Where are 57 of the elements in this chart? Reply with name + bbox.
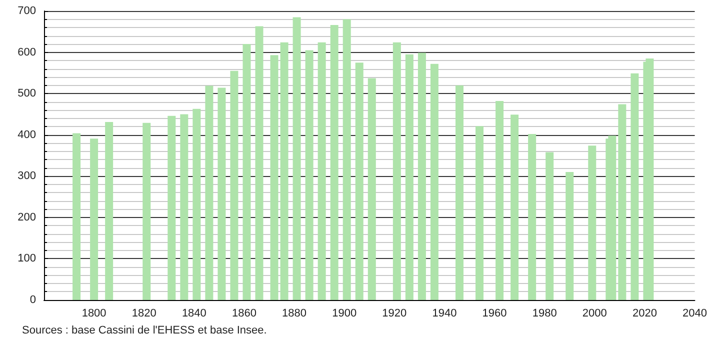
x-tick-label: 1800 (82, 308, 106, 320)
bar (430, 64, 438, 300)
bar (242, 44, 251, 300)
y-tick-label: 400 (18, 128, 36, 141)
bar (270, 55, 278, 300)
bar (292, 17, 301, 300)
x-tick-label: 1960 (482, 308, 507, 320)
bar (205, 86, 214, 300)
bar (355, 62, 364, 300)
x-tick-label: 2000 (582, 308, 607, 320)
y-tick-label: 500 (18, 88, 36, 100)
bar (546, 152, 554, 300)
x-tick-label: 1860 (232, 308, 256, 320)
bar (392, 42, 401, 300)
bar (90, 138, 98, 300)
x-tick-label: 2040 (682, 308, 708, 320)
bar (318, 42, 326, 300)
bar (496, 101, 504, 300)
x-tick-label: 1820 (132, 308, 156, 320)
bar (72, 133, 81, 300)
bar (510, 114, 519, 300)
bar (192, 108, 201, 300)
x-tick-label: 1980 (532, 308, 557, 320)
x-tick-label: 1900 (332, 308, 357, 320)
bar (368, 78, 376, 300)
source-note: Sources : base Cassini de l'EHESS et base Insee. (22, 324, 267, 336)
bar (405, 54, 414, 300)
x-tick-label: 1920 (382, 308, 407, 320)
x-tick-label: 2020 (632, 308, 657, 320)
y-tick-label: 700 (18, 5, 36, 17)
bar (618, 104, 626, 300)
bar (476, 126, 484, 300)
bar (305, 50, 314, 300)
bar (230, 70, 238, 300)
bar (105, 122, 114, 300)
bar (418, 52, 426, 300)
bar (180, 114, 188, 300)
bar (255, 26, 264, 300)
bar (630, 73, 639, 300)
x-tick-label: 1880 (282, 308, 307, 320)
x-tick-label: 1840 (182, 308, 206, 320)
x-tick-label: 1940 (432, 308, 457, 320)
bar (142, 122, 151, 300)
bar (528, 134, 536, 300)
y-tick-label: 100 (18, 252, 36, 265)
bar (168, 116, 176, 300)
y-tick-label: 0 (30, 294, 36, 306)
y-tick-label: 600 (18, 46, 36, 58)
bar (342, 19, 351, 300)
bar (566, 172, 574, 300)
y-tick-label: 200 (18, 211, 36, 224)
bar (218, 88, 226, 300)
bar (280, 42, 288, 300)
bar (588, 146, 596, 300)
bar (455, 85, 464, 300)
y-tick-label: 300 (18, 170, 36, 182)
bar (330, 25, 338, 300)
